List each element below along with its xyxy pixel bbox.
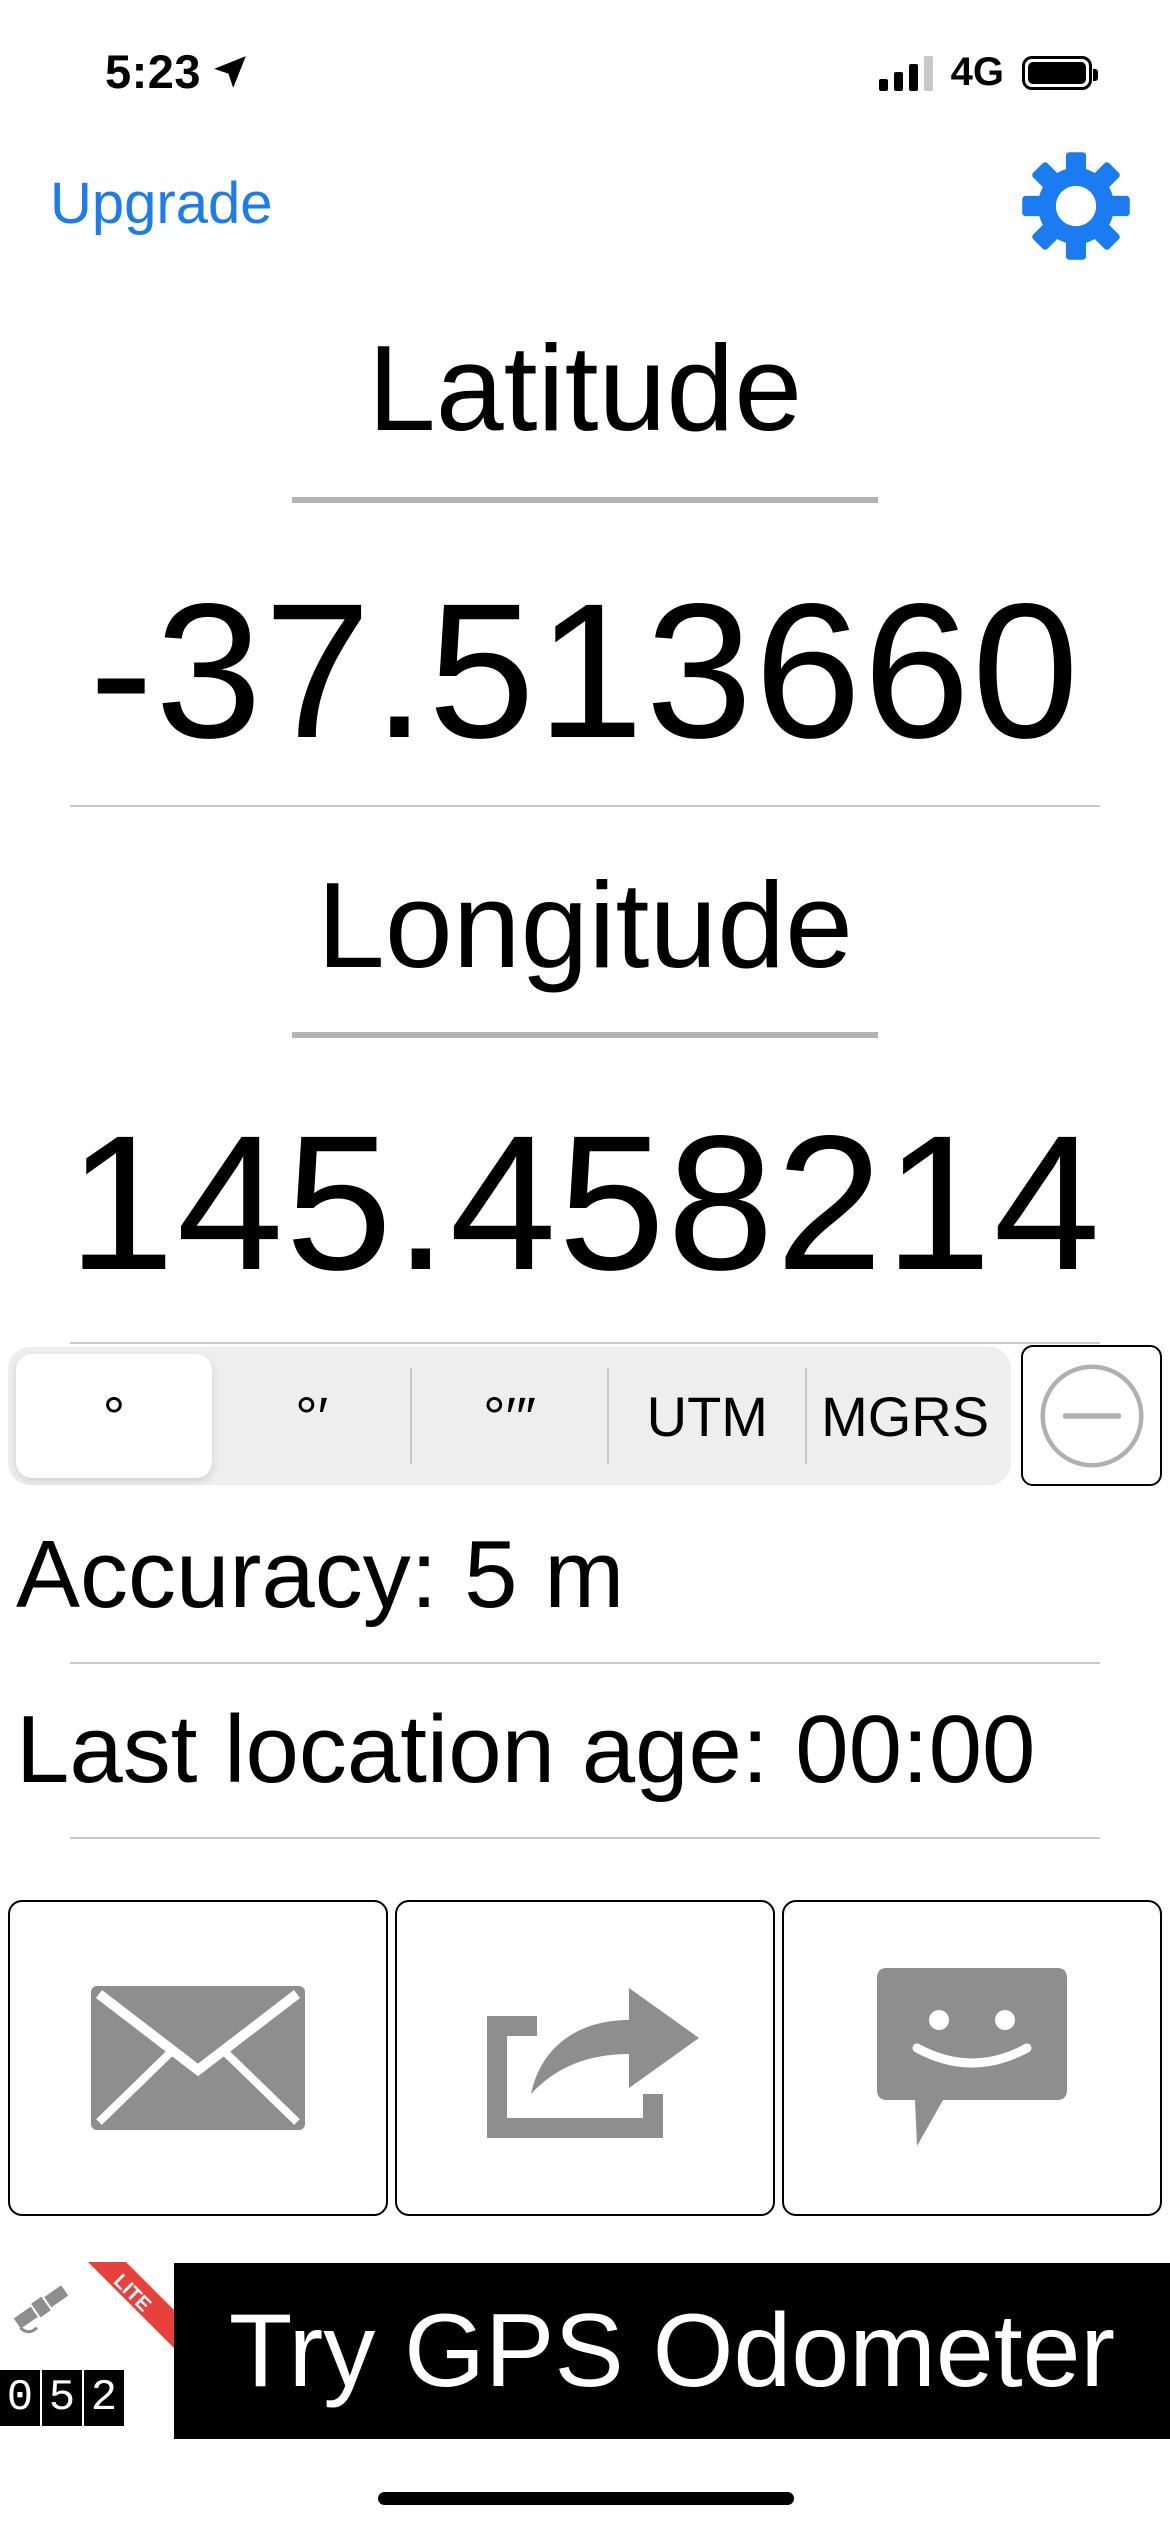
latitude-value: -37.513660 <box>89 563 1081 778</box>
last-location-age-text: Last location age: 00:00 <box>16 1696 1036 1803</box>
odometer-digits: 0 5 2 <box>0 2370 126 2426</box>
gps-odometer-promo-banner[interactable]: Try GPS Odometer <box>174 2263 1170 2439</box>
odometer-digit: 0 <box>0 2370 42 2426</box>
remove-button[interactable] <box>1021 1345 1162 1486</box>
coordinate-format-segmented-control: ° °′ °′″ UTM MGRS <box>8 1347 1011 1485</box>
satellite-icon <box>13 2285 69 2334</box>
format-segment-degrees-minutes[interactable]: °′ <box>295 1384 329 1448</box>
cellular-signal-icon <box>878 55 933 91</box>
odometer-digit: 2 <box>84 2370 126 2426</box>
format-segment-utm[interactable]: UTM <box>646 1384 768 1448</box>
divider <box>70 805 1100 807</box>
home-indicator <box>378 2492 794 2505</box>
latitude-label: Latitude <box>367 320 803 456</box>
share-icon <box>487 1988 699 2138</box>
accuracy-text: Accuracy: 5 m <box>16 1521 625 1628</box>
longitude-underline <box>292 1032 878 1038</box>
network-type: 4G <box>950 50 1004 94</box>
status-time: 5:23 <box>105 44 249 99</box>
odometer-digit: 5 <box>42 2370 84 2426</box>
share-button[interactable] <box>395 1900 775 2216</box>
lite-ribbon <box>88 2262 174 2348</box>
divider <box>70 1837 1100 1839</box>
settings-gear-icon[interactable] <box>1020 150 1132 262</box>
battery-icon <box>1022 55 1098 90</box>
location-arrow-icon <box>214 55 246 88</box>
longitude-label: Longitude <box>317 857 853 993</box>
divider <box>70 1662 1100 1664</box>
divider <box>70 1342 1100 1344</box>
segment-divider <box>409 1368 412 1464</box>
mail-icon <box>91 1986 305 2130</box>
format-segment-degrees-minutes-seconds[interactable]: °′″ <box>483 1384 536 1448</box>
longitude-value: 145.458214 <box>67 1095 1103 1310</box>
minus-circle-icon <box>1039 1363 1144 1468</box>
message-icon <box>877 1968 1067 2146</box>
status-time-text: 5:23 <box>105 45 202 98</box>
latitude-underline <box>292 497 878 503</box>
format-segment-degrees[interactable]: ° <box>16 1354 212 1478</box>
message-button[interactable] <box>782 1900 1162 2216</box>
format-segment-mgrs[interactable]: MGRS <box>821 1384 990 1448</box>
segment-divider <box>607 1368 610 1464</box>
email-button[interactable] <box>8 1900 388 2216</box>
upgrade-button[interactable]: Upgrade <box>50 171 273 236</box>
gps-odometer-app-icon[interactable]: LITE 0 5 2 <box>0 2262 174 2430</box>
status-indicators: 4G <box>878 50 1098 95</box>
segment-divider <box>805 1368 808 1464</box>
